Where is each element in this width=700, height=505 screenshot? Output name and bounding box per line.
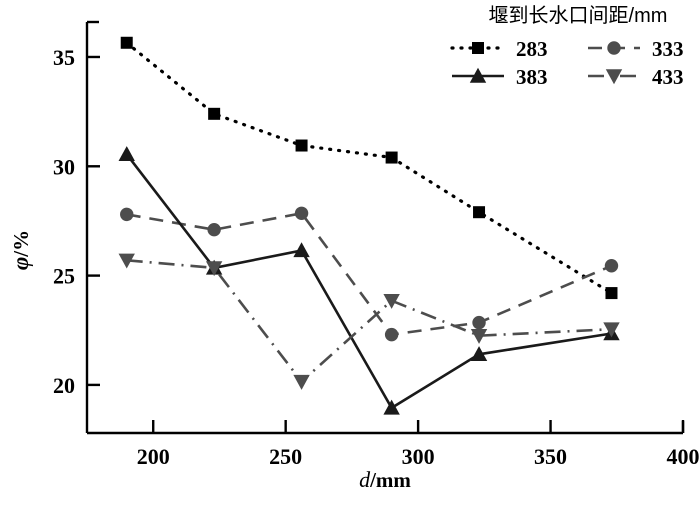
data-point-marker-square bbox=[295, 139, 308, 152]
series-383 bbox=[118, 146, 620, 415]
data-point-marker-triangle-down bbox=[118, 253, 135, 269]
x-axis-ticks: 200 250 300 350 400 bbox=[137, 420, 700, 469]
data-series-layer bbox=[118, 36, 620, 415]
legend-entry-283[interactable]: 283 bbox=[450, 37, 548, 61]
data-point-marker-triangle-up bbox=[470, 346, 488, 362]
data-point-marker-triangle-up bbox=[469, 67, 487, 83]
data-point-marker-circle bbox=[294, 206, 309, 220]
data-point-marker-square bbox=[208, 107, 221, 120]
data-point-marker-circle bbox=[472, 315, 486, 330]
y-axis-title-unit: /% bbox=[9, 230, 33, 258]
legend-entry-433[interactable]: 433 bbox=[588, 65, 684, 89]
legend-label-433: 433 bbox=[652, 65, 684, 89]
x-tick-label: 200 bbox=[137, 444, 170, 469]
data-point-marker-circle bbox=[207, 222, 221, 237]
data-point-marker-triangle-down bbox=[603, 322, 620, 338]
y-axis-ticks: 20 25 30 35 bbox=[53, 45, 100, 398]
data-point-marker-triangle-up bbox=[118, 146, 135, 161]
y-axis-title: φ/% bbox=[8, 230, 33, 270]
data-point-marker-triangle-down bbox=[470, 328, 488, 344]
y-tick-label: 35 bbox=[53, 45, 75, 70]
data-point-marker-triangle-up bbox=[383, 399, 400, 415]
series-283 bbox=[120, 36, 618, 300]
x-axis-title: d/mm bbox=[359, 467, 411, 492]
legend-label-383: 383 bbox=[516, 65, 548, 89]
series-333 bbox=[120, 206, 619, 342]
x-axis-title-symbol: d bbox=[359, 467, 371, 492]
chart-legend: 堰到长水口间距/mm 283 333 383 433 bbox=[450, 4, 684, 89]
data-point-marker-circle bbox=[604, 259, 619, 273]
data-point-marker-circle bbox=[384, 327, 399, 342]
y-tick-label: 20 bbox=[53, 373, 75, 398]
x-tick-label: 400 bbox=[667, 444, 700, 469]
legend-label-333: 333 bbox=[652, 37, 684, 61]
data-point-marker-circle bbox=[120, 207, 134, 222]
data-point-marker-square bbox=[472, 42, 484, 54]
legend-label-283: 283 bbox=[516, 37, 548, 61]
data-point-marker-triangle-up bbox=[293, 242, 310, 258]
series-line-283 bbox=[125, 41, 614, 295]
data-point-marker-triangle-down bbox=[605, 69, 623, 85]
series-433 bbox=[118, 253, 620, 390]
series-line-433 bbox=[126, 259, 612, 384]
data-point-marker-square bbox=[605, 287, 618, 300]
legend-entry-383[interactable]: 383 bbox=[452, 65, 548, 89]
y-tick-label: 30 bbox=[53, 154, 75, 179]
legend-entry-333[interactable]: 333 bbox=[588, 37, 684, 61]
data-point-marker-triangle-down bbox=[383, 294, 400, 309]
y-axis-title-symbol: φ bbox=[8, 257, 33, 270]
series-line-333 bbox=[126, 211, 613, 336]
legend-title: 堰到长水口间距/mm bbox=[489, 4, 668, 27]
data-point-marker-square bbox=[120, 36, 133, 49]
data-point-marker-square bbox=[385, 151, 398, 164]
series-line-383 bbox=[125, 153, 612, 410]
x-tick-label: 300 bbox=[402, 444, 435, 469]
x-tick-label: 250 bbox=[269, 444, 302, 469]
data-point-marker-circle bbox=[607, 41, 621, 55]
data-point-marker-triangle-down bbox=[293, 374, 310, 390]
x-axis-title-unit: /mm bbox=[369, 468, 411, 492]
data-point-marker-square bbox=[473, 206, 486, 219]
x-tick-label: 350 bbox=[534, 444, 567, 469]
data-point-marker-triangle-down bbox=[205, 261, 223, 277]
y-tick-label: 25 bbox=[53, 264, 75, 289]
